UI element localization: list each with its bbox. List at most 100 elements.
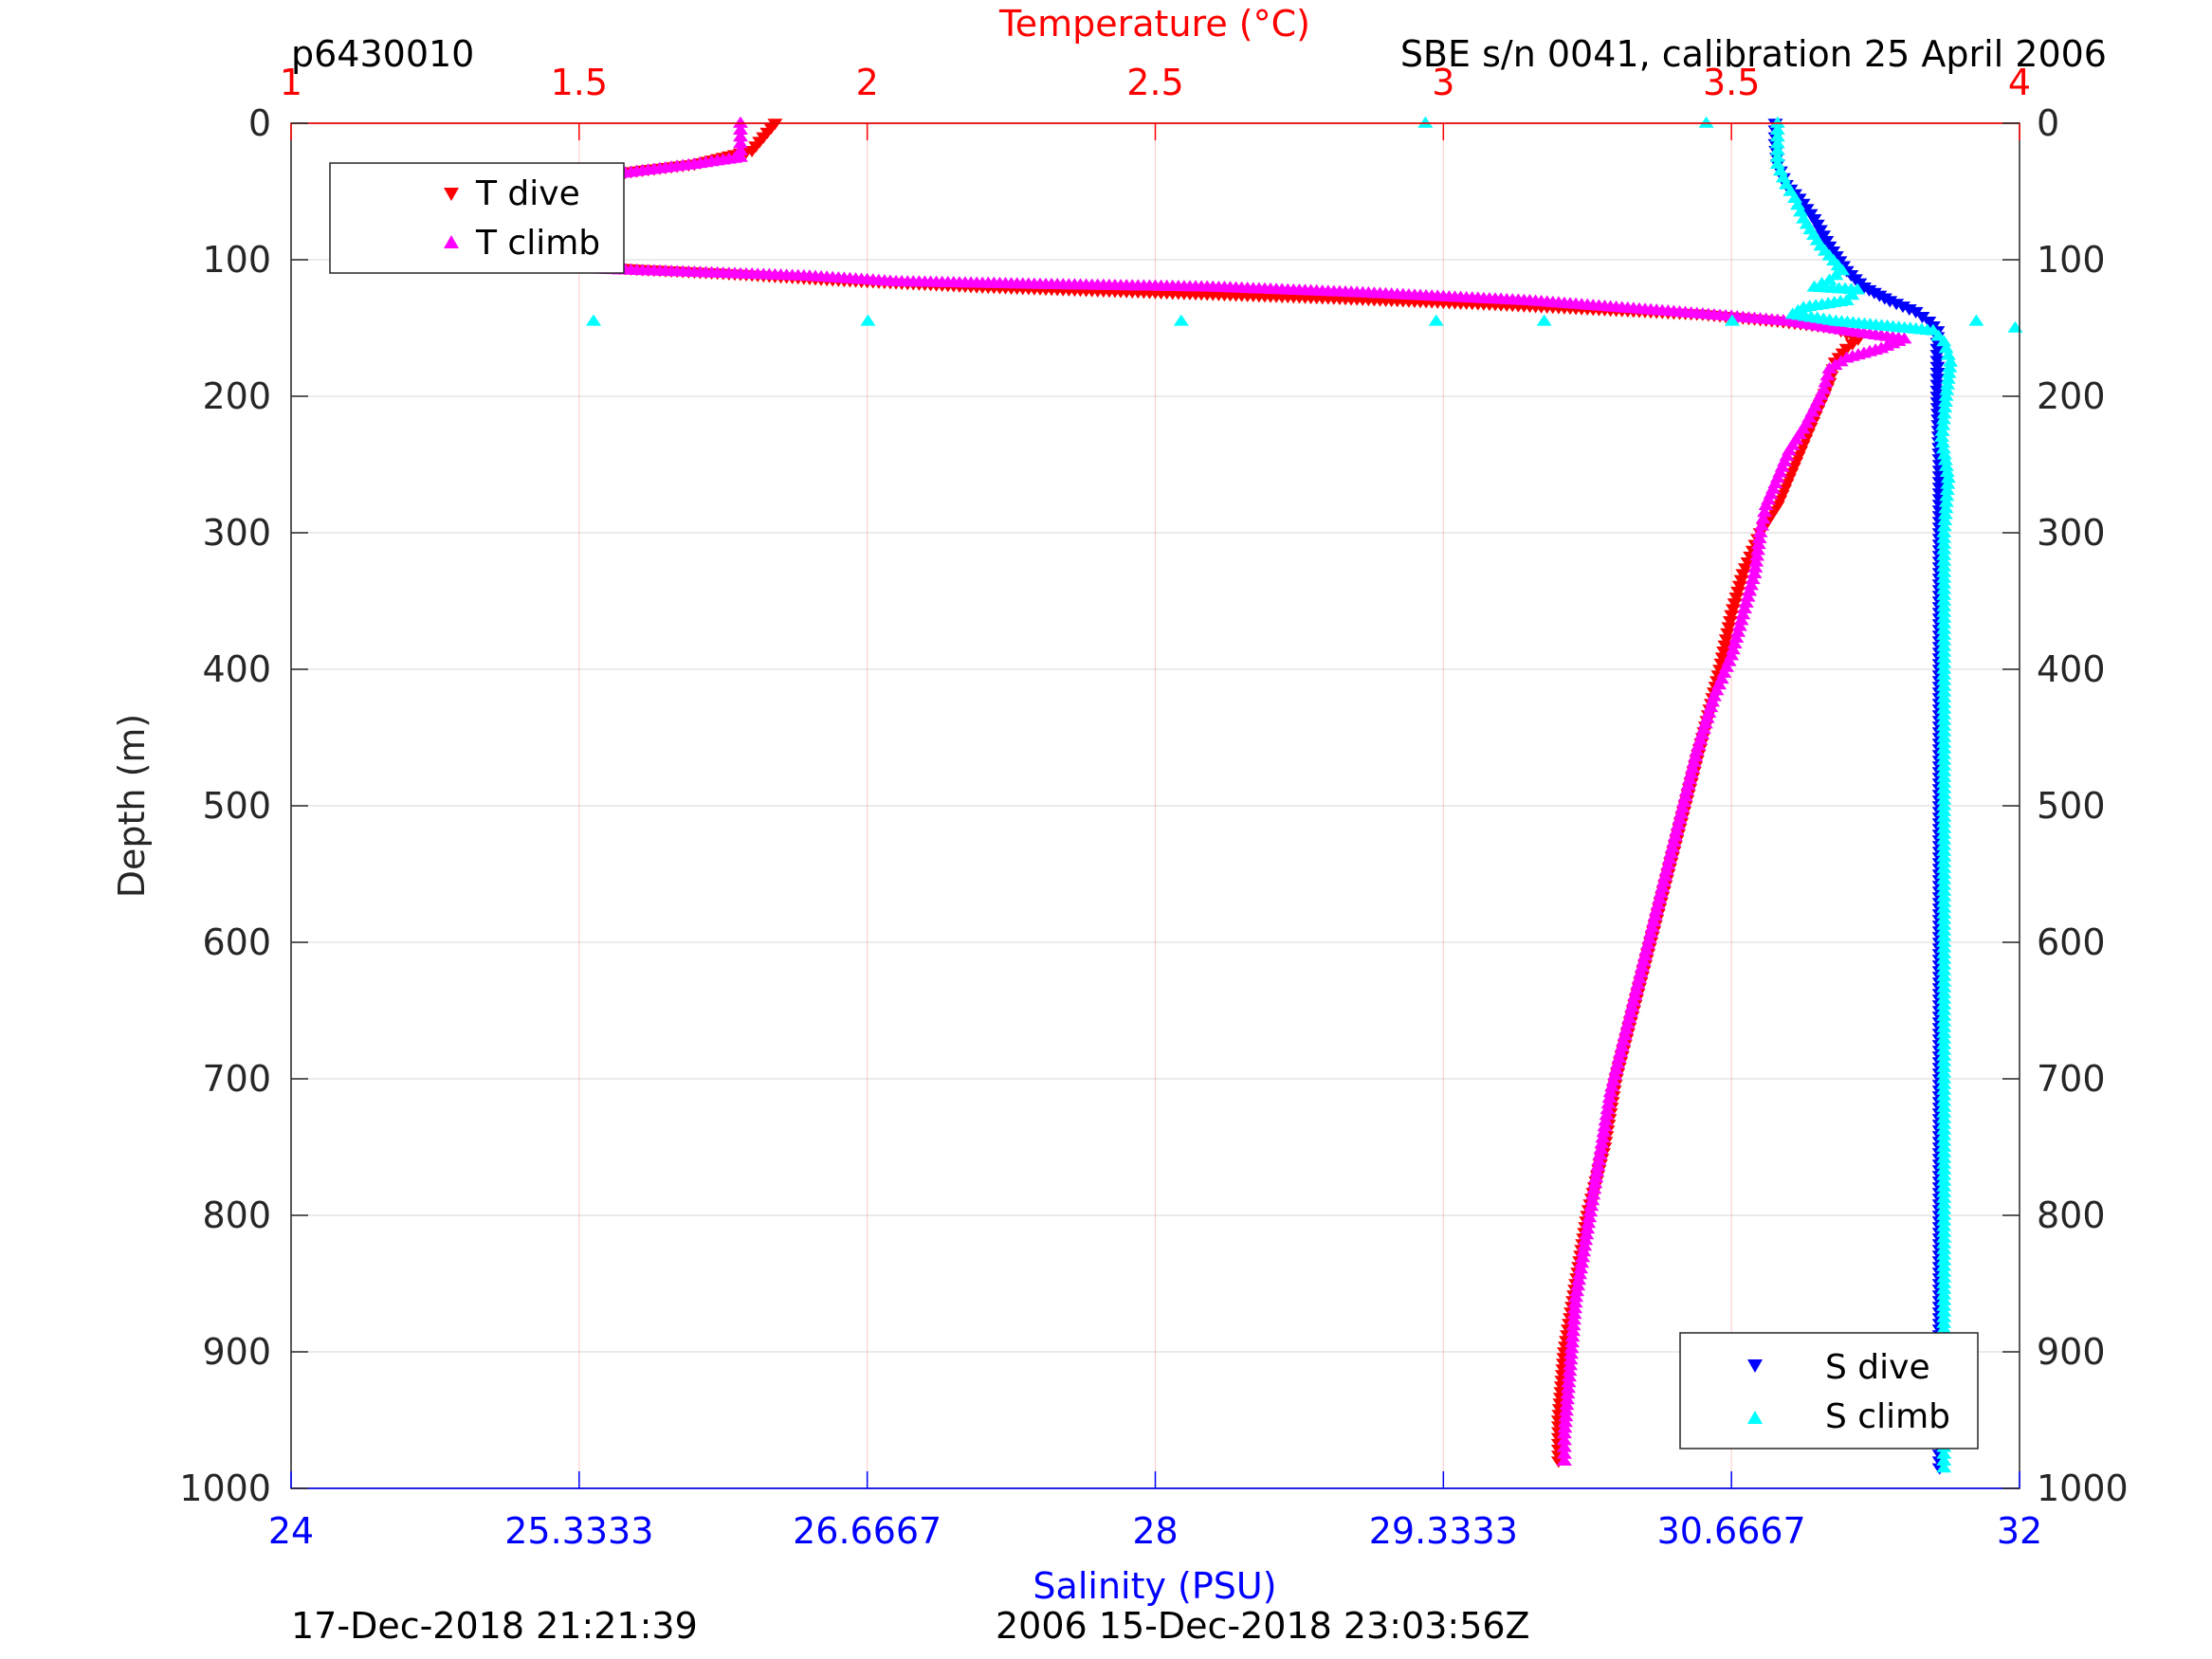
point-s-climb [1938, 341, 1954, 354]
bottom-axis-tick-label: 32 [1997, 1510, 2042, 1552]
point-t-dive [1735, 569, 1751, 581]
point-t-climb [1630, 977, 1646, 990]
point-t-climb [1578, 1233, 1594, 1246]
point-t-climb [1591, 1154, 1607, 1166]
point-s-dive [1929, 361, 1946, 374]
point-t-climb [1584, 1194, 1600, 1206]
point-t-climb [1596, 1125, 1612, 1138]
point-t-climb [1638, 943, 1654, 956]
point-s-climb [1936, 407, 1952, 419]
point-t-climb [1567, 1296, 1583, 1308]
y-axis-tick-label-right: 900 [2037, 1331, 2106, 1373]
point-t-climb [1559, 1398, 1575, 1411]
y-axis-tick-label-left: 500 [202, 785, 271, 827]
point-t-climb [1641, 932, 1657, 944]
point-t-climb [1819, 369, 1836, 381]
point-t-climb [1556, 1427, 1572, 1439]
point-t-climb [1652, 892, 1668, 904]
point-t-climb [1663, 847, 1679, 859]
point-t-climb [1749, 543, 1765, 556]
point-t-climb [1557, 1421, 1573, 1433]
point-outlier [860, 314, 876, 326]
point-t-climb [1564, 1330, 1581, 1342]
point-t-climb [1589, 1165, 1605, 1177]
point-t-climb [1556, 1447, 1572, 1459]
point-s-climb [1937, 507, 1953, 520]
point-s-climb [1938, 389, 1954, 401]
point-t-dive [1722, 616, 1738, 628]
point-t-climb [1686, 756, 1702, 768]
point-t-climb [1608, 1063, 1624, 1075]
point-t-climb [1751, 531, 1767, 543]
grid-lines [291, 123, 2020, 1488]
point-t-climb [1649, 903, 1665, 916]
point-t-climb [1587, 1176, 1603, 1189]
point-outlier [1417, 116, 1434, 128]
point-t-climb [1673, 807, 1689, 819]
point-t-climb [1680, 778, 1696, 791]
point-t-climb [1666, 835, 1682, 848]
point-t-climb [1818, 375, 1834, 388]
point-t-climb [1667, 830, 1683, 842]
point-t-dive [1714, 652, 1730, 665]
point-t-dive [1721, 622, 1737, 634]
point-t-climb [1731, 619, 1747, 631]
point-t-climb [1738, 595, 1754, 608]
point-t-climb [1563, 1353, 1579, 1365]
point-t-climb [1581, 1216, 1597, 1229]
point-t-climb [1599, 1108, 1615, 1121]
point-t-climb [1637, 949, 1654, 961]
point-t-climb [1747, 560, 1764, 573]
point-t-climb [1593, 1142, 1609, 1155]
bottom-axis-tick-label: 28 [1132, 1510, 1178, 1552]
footer-left: 17-Dec-2018 21:21:39 [291, 1605, 698, 1647]
point-t-climb [1697, 717, 1713, 729]
point-s-climb [1940, 477, 1956, 489]
point-t-climb [1691, 738, 1707, 751]
top-axis-tick-label: 1 [280, 62, 302, 103]
point-s-climb [1940, 372, 1956, 384]
point-t-climb [1746, 567, 1763, 578]
tick-labels: 1 1.5 2 2.5 3 3.5 4 24 25.3333 26.6667 28 29.3333 30… [179, 62, 2128, 1552]
point-t-climb [1748, 555, 1764, 567]
bottom-axis-tick-label: 29.3333 [1369, 1510, 1518, 1552]
point-t-climb [1676, 795, 1692, 808]
legend-salinity: S dive S climb [1679, 1332, 1979, 1449]
point-t-climb [1633, 966, 1649, 978]
legend-temperature: T dive T climb [329, 162, 625, 274]
point-outlier [586, 314, 602, 326]
point-t-climb [1564, 1336, 1581, 1348]
point-t-climb [1565, 1319, 1581, 1331]
point-t-climb [1821, 362, 1837, 374]
top-axis-tick-label: 2.5 [1126, 62, 1183, 103]
point-t-climb [1672, 812, 1688, 825]
point-t-climb [1594, 1137, 1610, 1149]
point-s-climb [1939, 483, 1955, 495]
y-axis-tick-label-left: 900 [202, 1331, 271, 1373]
y-axis-tick-label-left: 700 [202, 1058, 271, 1100]
point-t-climb [1737, 602, 1753, 614]
point-t-climb [1744, 578, 1760, 591]
point-t-climb [1644, 921, 1660, 933]
point-t-climb [1725, 643, 1741, 655]
point-t-climb [1660, 858, 1676, 870]
point-s-climb [1940, 471, 1956, 483]
title-right: SBE s/n 0041, calibration 25 April 2006 [1400, 33, 2107, 75]
point-t-climb [1556, 1433, 1572, 1446]
point-s-climb [1937, 394, 1953, 407]
point-s-climb [1940, 377, 1956, 390]
point-outlier [1173, 314, 1189, 326]
point-s-climb [1935, 412, 1951, 425]
point-t-climb [1701, 705, 1717, 718]
point-t-climb [1689, 744, 1705, 757]
point-t-climb [1610, 1057, 1626, 1069]
point-s-dive [1929, 374, 1946, 386]
point-t-climb [1571, 1273, 1587, 1285]
point-s-climb [1835, 264, 1851, 276]
point-t-climb [1556, 1454, 1572, 1466]
point-t-climb [1607, 1068, 1623, 1081]
point-t-climb [1730, 625, 1746, 637]
y-axis-tick-label-right: 300 [2037, 512, 2106, 554]
point-s-climb [1769, 116, 1785, 128]
